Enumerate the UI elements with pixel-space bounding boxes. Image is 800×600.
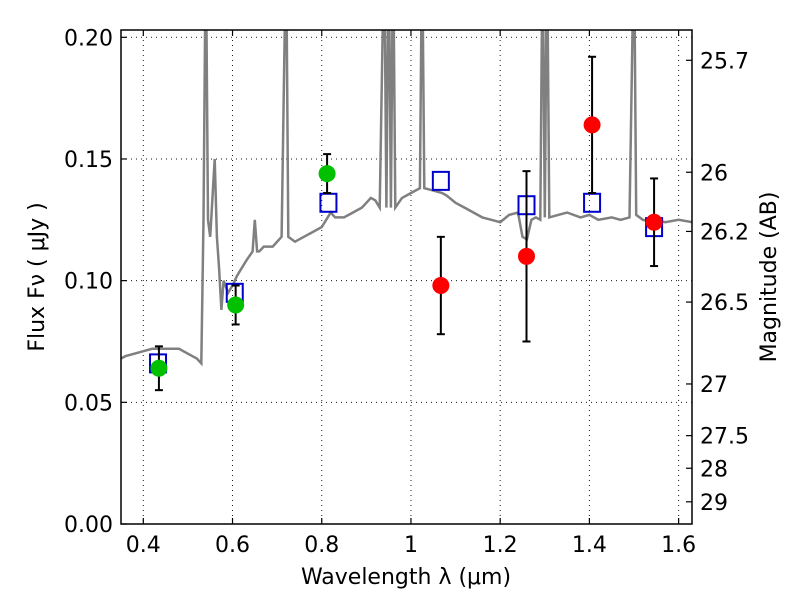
plot-area (121, 30, 692, 392)
y-axis-label: Flux Fν ( μJy ) (25, 202, 50, 351)
observed-point (645, 213, 663, 231)
y-axis: 0.00 0.05 0.10 0.15 0.20 (64, 26, 127, 538)
observed-point (227, 296, 245, 314)
x-tick-label: 1.6 (661, 533, 696, 558)
y2-tick-label: 26.2 (700, 220, 749, 245)
observed-point (318, 165, 336, 183)
y2-axis: 25.7 26 26.2 26.5 27 27.5 28 29 (686, 49, 749, 516)
data-marks (149, 55, 664, 392)
y-tick-label: 0.10 (64, 270, 113, 295)
x-tick-label: 1.4 (572, 533, 607, 558)
y2-tick-label: 25.7 (700, 49, 749, 74)
x-tick-label: 0.8 (304, 533, 339, 558)
y-tick-label: 0.15 (64, 148, 113, 173)
x-tick-label: 1 (404, 533, 418, 558)
x-tick-label: 0.6 (215, 533, 250, 558)
x-axis: 0.4 0.6 0.8 1 1.2 1.4 1.6 (126, 30, 696, 558)
x-axis-label: Wavelength λ (μm) (301, 565, 511, 590)
y2-axis-label: Magnitude (AB) (757, 192, 782, 363)
observed-point (432, 277, 450, 295)
x-tick-label: 1.2 (483, 533, 518, 558)
plot-frame (120, 29, 693, 525)
y2-tick-label: 26.5 (700, 291, 749, 316)
spectrum-line (121, 30, 692, 367)
observed-point (517, 247, 535, 265)
y2-tick-label: 26 (700, 161, 728, 186)
x-tick-label: 0.4 (126, 533, 161, 558)
observed-point (150, 359, 168, 377)
model-square (319, 192, 338, 213)
model-square (583, 192, 602, 213)
model-square (431, 170, 450, 191)
y2-tick-label: 27.5 (700, 425, 749, 450)
observed-point (583, 116, 601, 134)
y-tick-label: 0.00 (64, 513, 113, 538)
y-tick-label: 0.05 (64, 391, 113, 416)
y2-tick-label: 29 (700, 491, 728, 516)
y-tick-label: 0.20 (64, 26, 113, 51)
y2-tick-label: 28 (700, 457, 728, 482)
y2-tick-label: 27 (700, 373, 728, 398)
